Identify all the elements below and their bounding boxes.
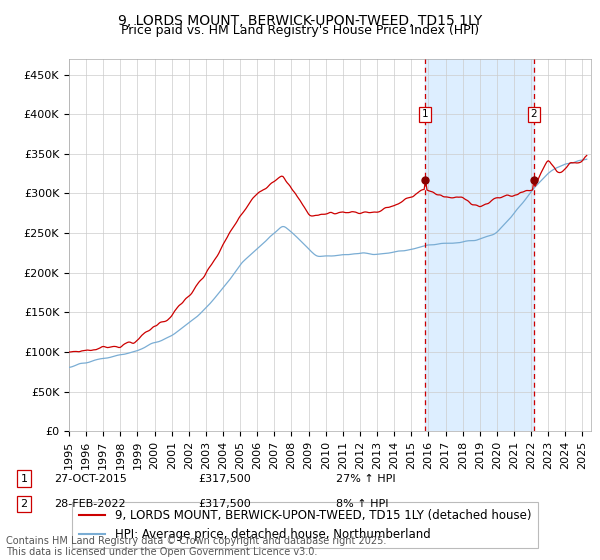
- Text: 27% ↑ HPI: 27% ↑ HPI: [336, 474, 395, 484]
- Text: Price paid vs. HM Land Registry's House Price Index (HPI): Price paid vs. HM Land Registry's House …: [121, 24, 479, 37]
- Text: 28-FEB-2022: 28-FEB-2022: [54, 499, 125, 509]
- Text: 27-OCT-2015: 27-OCT-2015: [54, 474, 127, 484]
- Text: Contains HM Land Registry data © Crown copyright and database right 2025.
This d: Contains HM Land Registry data © Crown c…: [6, 535, 386, 557]
- Text: 8% ↑ HPI: 8% ↑ HPI: [336, 499, 389, 509]
- Text: 1: 1: [20, 474, 28, 484]
- Legend: 9, LORDS MOUNT, BERWICK-UPON-TWEED, TD15 1LY (detached house), HPI: Average pric: 9, LORDS MOUNT, BERWICK-UPON-TWEED, TD15…: [72, 502, 538, 548]
- Text: 2: 2: [530, 109, 537, 119]
- Text: £317,500: £317,500: [198, 499, 251, 509]
- Text: 9, LORDS MOUNT, BERWICK-UPON-TWEED, TD15 1LY: 9, LORDS MOUNT, BERWICK-UPON-TWEED, TD15…: [118, 14, 482, 28]
- Text: £317,500: £317,500: [198, 474, 251, 484]
- Bar: [425, 59, 534, 431]
- Text: 1: 1: [422, 109, 428, 119]
- Text: 2: 2: [20, 499, 28, 509]
